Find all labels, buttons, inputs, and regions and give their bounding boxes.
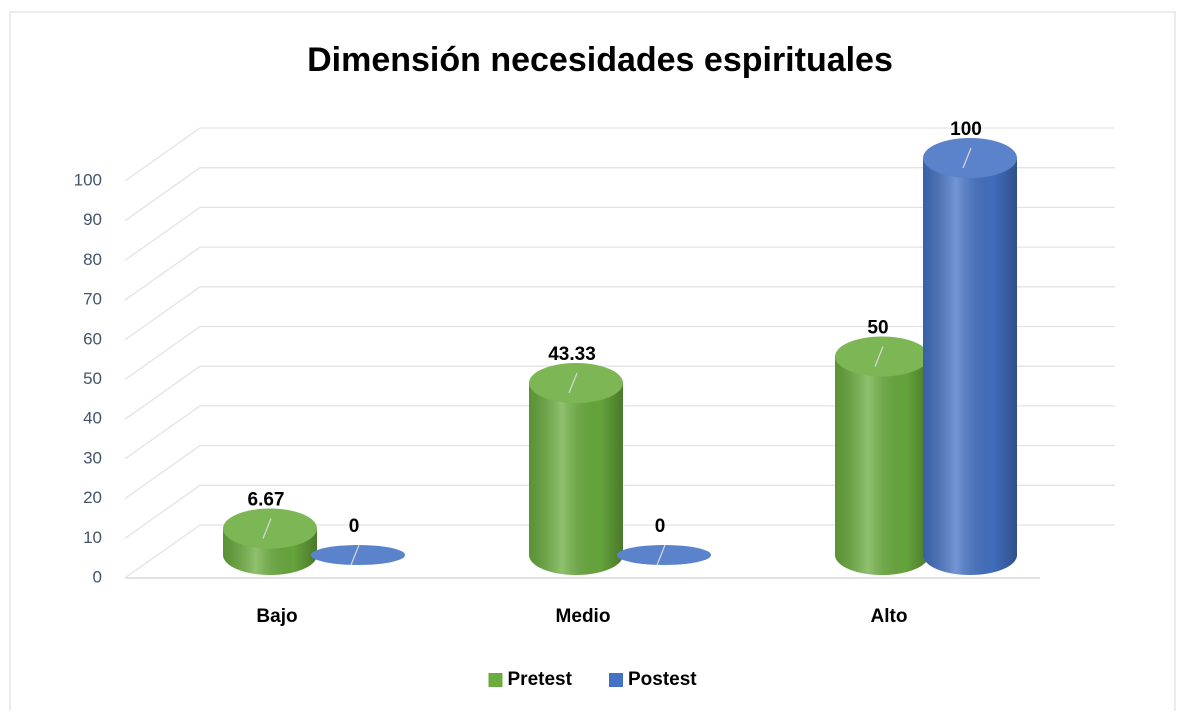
y-tick-label: 60 [83, 329, 102, 348]
y-tick-label: 20 [83, 488, 102, 507]
y-tick-label: 0 [93, 567, 102, 586]
grid-line [124, 405, 1115, 460]
bar [223, 508, 317, 575]
grid-line [124, 246, 1115, 301]
leader-line [962, 147, 972, 169]
bar [835, 336, 929, 575]
leader-line [568, 372, 578, 394]
y-tick-label: 90 [83, 210, 102, 229]
legend-label: Pretest [508, 669, 573, 690]
x-tick-label: Alto [871, 606, 908, 627]
grid-line [124, 444, 1115, 500]
grid-line [124, 167, 1115, 222]
x-tick-label: Medio [556, 606, 611, 627]
bar [923, 138, 1017, 575]
grid-line [124, 127, 1115, 182]
y-tick-label: 10 [83, 528, 102, 547]
legend-swatch [488, 673, 503, 687]
data-label: 43.33 [548, 344, 596, 365]
y-tick-label: 80 [83, 250, 102, 269]
y-tick-label: 30 [83, 448, 102, 467]
bar [311, 545, 405, 565]
bar [617, 545, 711, 565]
leader-line [656, 544, 666, 566]
y-tick-label: 50 [83, 369, 102, 388]
y-tick-label: 100 [74, 170, 102, 189]
y-tick-label: 70 [83, 290, 102, 309]
data-label: 0 [349, 516, 360, 537]
leader-line [350, 544, 360, 566]
data-label: 0 [655, 516, 666, 537]
data-label: 50 [867, 318, 888, 339]
y-tick-label: 40 [83, 409, 102, 428]
grid-line [124, 365, 1115, 420]
legend-swatch [609, 673, 623, 687]
legend-label: Postest [628, 669, 697, 690]
x-tick-label: Bajo [256, 606, 297, 627]
data-label: 100 [950, 119, 982, 140]
grid-line [124, 206, 1115, 261]
leader-line [874, 346, 884, 367]
grid-line [124, 286, 1115, 341]
data-label: 6.67 [248, 490, 285, 511]
grid-line [124, 524, 1115, 579]
grid-line [124, 325, 1115, 381]
grid-line [124, 484, 1115, 539]
bar [529, 362, 623, 575]
chart-title: Dimensión necesidades espirituales [307, 41, 893, 79]
leader-line [262, 518, 272, 539]
